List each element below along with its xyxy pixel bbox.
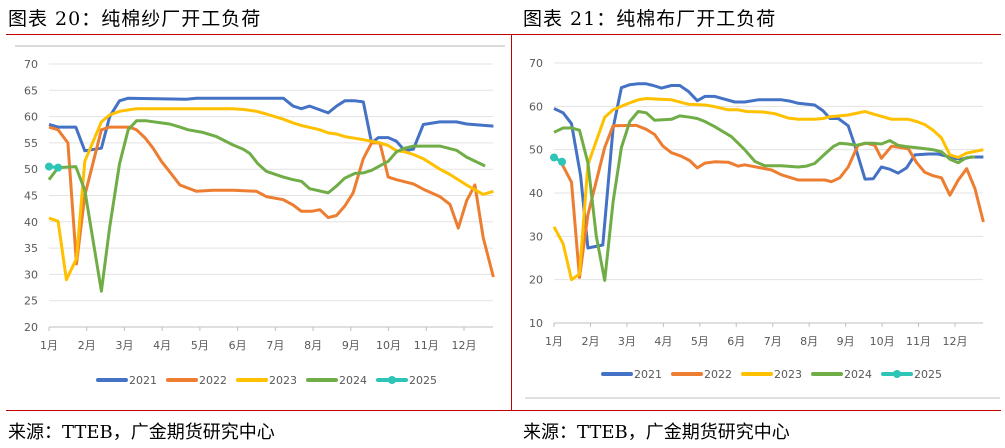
legend-label-2024: 2024 <box>844 368 872 381</box>
legend-label-2021: 2021 <box>634 368 662 381</box>
x-tick-label: 10月 <box>376 339 401 352</box>
right-chart-title: 图表 21：纯棉布厂开工负荷 <box>523 8 777 30</box>
left-chart-title: 图表 20：纯棉纱厂开工负荷 <box>8 8 262 30</box>
y-tick-label: 50 <box>24 163 38 176</box>
x-tick-label: 6月 <box>727 335 745 348</box>
series-marker-2025 <box>558 157 567 166</box>
x-tick-label: 9月 <box>342 339 360 352</box>
x-tick-label: 12月 <box>943 335 968 348</box>
x-tick-label: 4月 <box>153 339 171 352</box>
y-tick-label: 50 <box>529 144 543 157</box>
x-tick-label: 6月 <box>229 339 247 352</box>
series-line-2022 <box>559 123 985 279</box>
series-line-2024 <box>553 110 976 282</box>
center-divider <box>511 35 512 411</box>
legend-label-2022: 2022 <box>704 368 732 381</box>
x-tick-label: 7月 <box>266 339 284 352</box>
right-source-note: 来源：TTEB，广金期货研究中心 <box>523 422 790 443</box>
legend-label-2021: 2021 <box>129 374 157 387</box>
series-line-2023 <box>48 107 494 282</box>
y-tick-label: 35 <box>24 242 38 255</box>
x-tick-label: 3月 <box>618 335 636 348</box>
y-tick-label: 30 <box>529 230 543 243</box>
legend-label-2025: 2025 <box>409 374 437 387</box>
x-tick-label: 1月 <box>40 339 58 352</box>
y-tick-label: 70 <box>529 57 543 70</box>
y-tick-label: 20 <box>24 321 38 334</box>
y-tick-label: 25 <box>24 295 38 308</box>
series-marker-2025 <box>45 162 53 171</box>
x-tick-label: 5月 <box>191 339 209 352</box>
y-tick-label: 20 <box>529 274 543 287</box>
x-tick-label: 11月 <box>414 339 439 352</box>
series-line-2022 <box>48 125 495 278</box>
series-marker-2025 <box>54 163 63 172</box>
y-tick-label: 60 <box>529 100 543 113</box>
x-tick-label: 8月 <box>304 339 322 352</box>
x-tick-label: 5月 <box>691 335 709 348</box>
legend-label-2023: 2023 <box>774 368 802 381</box>
legend-label-2022: 2022 <box>199 374 227 387</box>
x-tick-label: 7月 <box>764 335 782 348</box>
bottom-divider <box>6 410 1001 411</box>
left-source-note: 来源：TTEB，广金期货研究中心 <box>8 422 275 443</box>
legend-label-2024: 2024 <box>339 374 367 387</box>
top-divider <box>6 34 1001 35</box>
x-tick-label: 3月 <box>115 339 133 352</box>
legend-label-2023: 2023 <box>269 374 297 387</box>
x-tick-label: 9月 <box>837 335 855 348</box>
x-tick-label: 2月 <box>581 335 599 348</box>
y-tick-label: 55 <box>24 137 38 150</box>
y-tick-label: 70 <box>24 58 38 71</box>
y-tick-label: 10 <box>529 317 543 330</box>
y-tick-label: 30 <box>24 268 38 281</box>
x-tick-label: 12月 <box>452 339 477 352</box>
series-line-2021 <box>553 82 984 250</box>
legend-label-2025: 2025 <box>914 368 942 381</box>
legend-marker-2025 <box>893 370 901 378</box>
x-tick-label: 1月 <box>545 335 563 348</box>
right-chart: 10 20 30 40 50 60 70 1月 2月 3月 4月 5月 6月 7月 8月 9月 10月 11月 12… <box>529 57 985 381</box>
x-tick-label: 11月 <box>906 335 931 348</box>
y-tick-label: 40 <box>529 187 543 200</box>
x-tick-label: 8月 <box>800 335 818 348</box>
x-tick-label: 2月 <box>78 339 96 352</box>
series-line-2024 <box>47 119 486 293</box>
legend-marker-2025 <box>388 376 396 384</box>
series-line-2023 <box>552 97 984 282</box>
y-tick-label: 40 <box>24 216 38 229</box>
x-tick-label: 10月 <box>870 335 895 348</box>
x-tick-label: 4月 <box>654 335 672 348</box>
series-marker-2025 <box>550 153 558 162</box>
y-tick-label: 65 <box>24 84 38 97</box>
y-tick-label: 60 <box>24 111 38 124</box>
y-tick-label: 45 <box>24 190 38 203</box>
